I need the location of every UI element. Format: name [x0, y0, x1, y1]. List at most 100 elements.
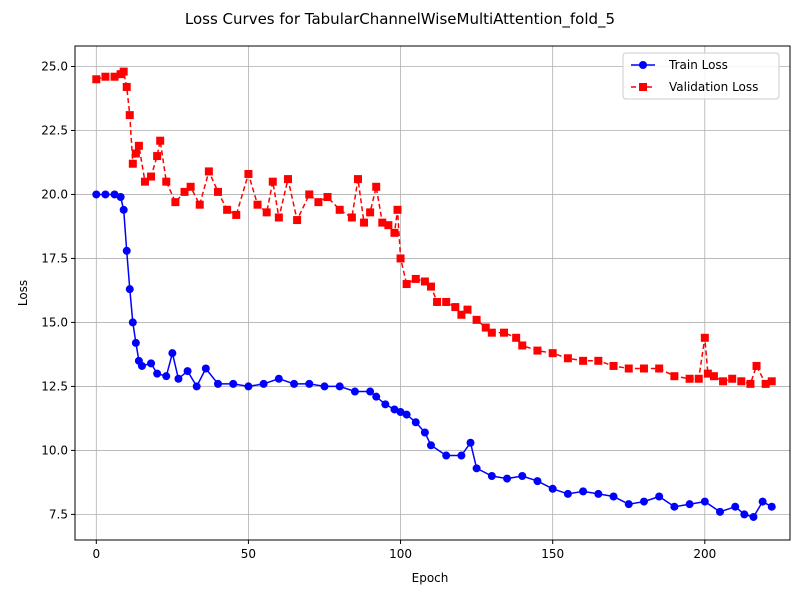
validation-point: [156, 136, 165, 145]
validation-point: [752, 361, 761, 370]
train-point: [131, 338, 140, 347]
y-axis-label: Loss: [16, 280, 30, 306]
y-tick-label: 22.5: [41, 123, 68, 137]
y-tick-label: 25.0: [41, 59, 68, 73]
validation-point: [128, 159, 137, 168]
train-point: [390, 405, 399, 414]
validation-point: [746, 379, 755, 388]
validation-point: [472, 315, 481, 324]
validation-point: [609, 361, 618, 370]
validation-point: [481, 323, 490, 332]
train-point: [201, 364, 210, 373]
validation-point: [579, 356, 588, 365]
legend-box: [622, 52, 780, 100]
validation-point: [125, 111, 134, 120]
train-point: [128, 318, 137, 327]
validation-point: [402, 280, 411, 289]
train-point: [122, 246, 131, 255]
ticks: 0 50 100 150 200 7.5 10.0 12.5 15.0 17.5 20.0 22.5 2…: [41, 59, 716, 561]
validation-point: [685, 374, 694, 383]
train-point: [411, 418, 420, 427]
validation-point: [171, 198, 180, 207]
train-point: [259, 379, 268, 388]
validation-point: [353, 175, 362, 184]
train-point: [420, 428, 429, 437]
x-tick-label: 100: [389, 547, 412, 561]
validation-point: [147, 172, 156, 181]
train-point: [153, 369, 162, 378]
train-point: [670, 502, 679, 511]
train-point: [101, 190, 110, 199]
train-point: [716, 507, 725, 516]
validation-point: [293, 216, 302, 225]
validation-point: [305, 190, 314, 199]
validation-point: [268, 177, 277, 186]
validation-point: [335, 205, 344, 214]
train-point: [147, 359, 156, 368]
train-point: [639, 497, 648, 506]
validation-point: [223, 205, 232, 214]
train-point: [214, 379, 222, 388]
validation-point: [131, 149, 140, 158]
train-point: [533, 477, 542, 486]
train-point: [119, 205, 128, 214]
y-tick-label: 7.5: [49, 507, 68, 521]
y-tick-label: 20.0: [41, 187, 68, 201]
train-point: [290, 379, 299, 388]
validation-point: [366, 208, 375, 217]
train-point: [700, 497, 709, 506]
legend-marker-circle: [639, 61, 647, 69]
train-point: [518, 472, 527, 481]
train-point: [503, 474, 512, 483]
validation-point: [360, 218, 369, 227]
train-point: [274, 374, 283, 383]
train-point: [402, 410, 411, 419]
validation-point: [670, 372, 679, 381]
validation-point: [101, 72, 110, 81]
validation-point: [420, 277, 429, 286]
validation-point: [214, 187, 222, 196]
train-point: [466, 438, 475, 447]
train-point: [740, 510, 749, 519]
validation-point: [500, 328, 508, 337]
train-point: [381, 400, 390, 409]
validation-point: [347, 213, 356, 222]
validation-point: [244, 169, 253, 178]
validation-point: [594, 356, 603, 365]
validation-point: [92, 75, 101, 84]
validation-point: [548, 349, 557, 358]
x-axis-label: Epoch: [412, 571, 449, 585]
validation-point: [134, 141, 143, 150]
validation-point: [639, 364, 648, 373]
train-point: [426, 441, 435, 450]
legend-label: Train Loss: [668, 58, 728, 72]
train-point: [192, 382, 201, 391]
train-point: [350, 387, 359, 396]
validation-point: [442, 297, 451, 306]
validation-point: [457, 310, 466, 319]
train-point: [731, 502, 740, 511]
validation-point: [390, 228, 399, 237]
y-tick-label: 15.0: [41, 315, 68, 329]
train-point: [305, 379, 314, 388]
validation-point: [703, 369, 712, 378]
train-point: [244, 382, 253, 391]
train-point: [168, 349, 177, 358]
train-point: [609, 492, 618, 501]
validation-point: [694, 374, 703, 383]
validation-point: [378, 218, 387, 227]
series-line: [96, 70, 772, 385]
train-point: [366, 387, 375, 396]
train-point: [594, 489, 603, 498]
validation-point: [463, 305, 472, 314]
validation-point: [533, 346, 542, 355]
validation-point: [700, 333, 709, 342]
series-line: [96, 193, 773, 518]
validation-point: [119, 67, 128, 76]
validation-point: [314, 198, 323, 207]
validation-point: [323, 193, 332, 202]
validation-point: [709, 372, 718, 381]
train-point: [749, 512, 758, 521]
validation-point: [110, 72, 119, 81]
validation-point: [186, 182, 195, 191]
